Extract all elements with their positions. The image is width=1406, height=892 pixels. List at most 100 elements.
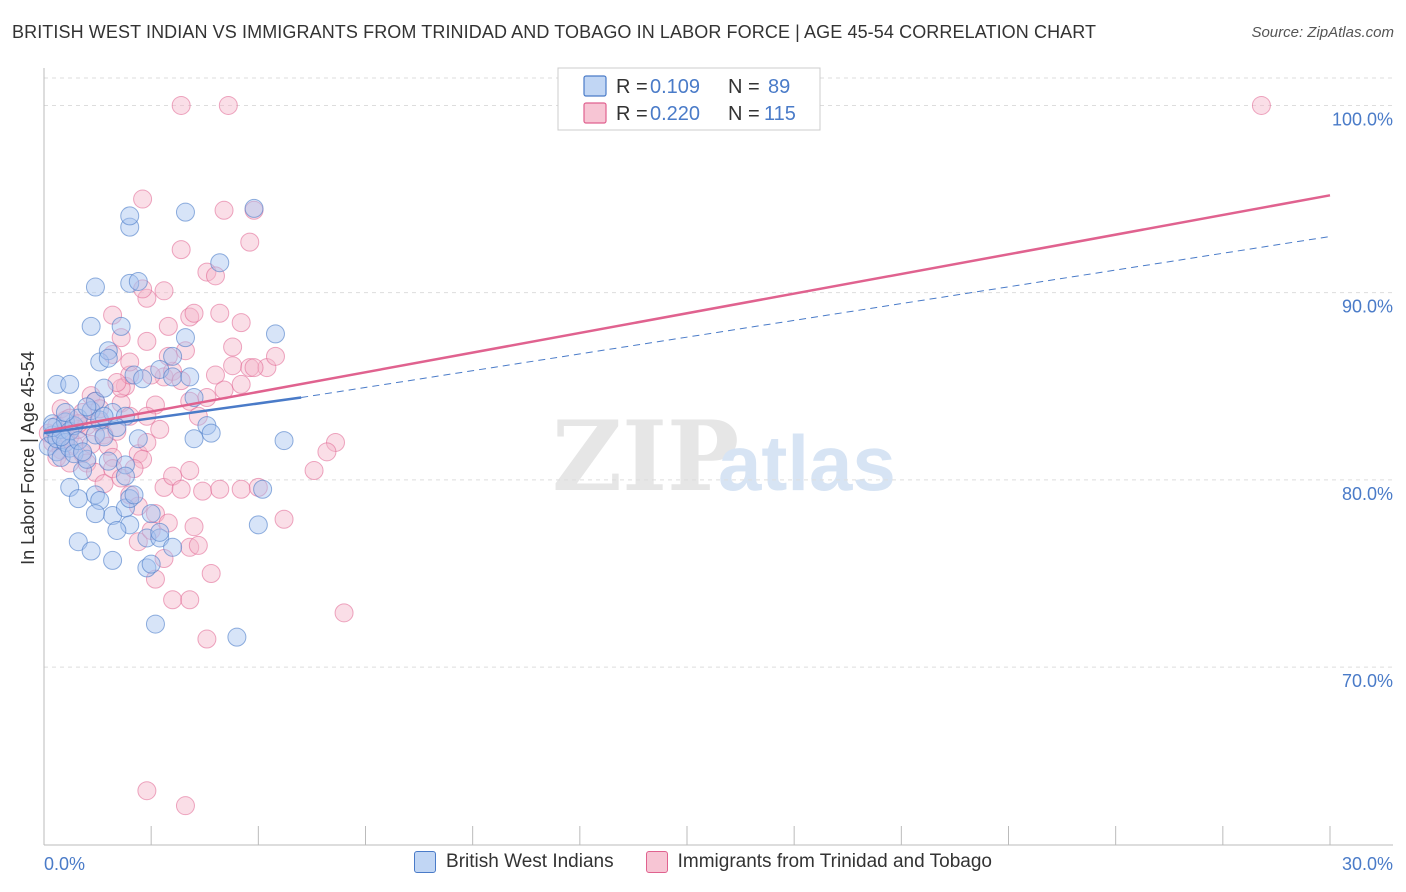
bottom-legend-swatch-pink xyxy=(645,851,668,873)
point-bwi xyxy=(81,541,101,561)
point-trinidad xyxy=(184,303,204,323)
point-trinidad xyxy=(231,313,251,333)
point-bwi xyxy=(85,277,105,297)
point-bwi xyxy=(85,504,105,524)
point-bwi xyxy=(201,423,221,443)
point-bwi xyxy=(141,504,161,524)
point-bwi xyxy=(60,374,80,394)
legend-n-value-1: 89 xyxy=(768,76,790,98)
point-bwi xyxy=(248,515,268,535)
bottom-legend-label-bwi: British West Indians xyxy=(446,851,614,872)
y-tick-label: 80.0% xyxy=(1342,484,1393,504)
point-trinidad xyxy=(240,232,260,252)
point-trinidad xyxy=(111,328,131,348)
point-trinidad xyxy=(197,629,217,649)
point-trinidad xyxy=(150,419,170,439)
point-trinidad xyxy=(133,189,153,209)
point-bwi xyxy=(265,324,285,344)
point-bwi xyxy=(150,528,170,548)
point-bwi xyxy=(73,442,93,462)
watermark: ZIP atlas xyxy=(552,400,896,513)
point-bwi xyxy=(133,369,153,389)
bottom-legend-label-trinidad: Immigrants from Trinidad and Tobago xyxy=(677,851,992,872)
trend-bwi-extension xyxy=(301,236,1331,399)
point-bwi xyxy=(274,431,294,451)
watermark-atlas: atlas xyxy=(718,419,896,507)
point-trinidad xyxy=(171,240,191,260)
point-bwi xyxy=(103,550,123,570)
point-trinidad xyxy=(107,373,127,393)
point-bwi xyxy=(141,554,161,574)
point-bwi xyxy=(98,341,118,361)
point-trinidad xyxy=(223,337,243,357)
point-trinidad xyxy=(201,564,221,584)
x-tick-label-max: 30.0% xyxy=(1342,854,1393,874)
point-bwi xyxy=(184,429,204,449)
point-trinidad xyxy=(210,303,230,323)
legend-r-value-2: 0.220 xyxy=(650,103,700,125)
point-bwi xyxy=(115,455,135,475)
point-trinidad xyxy=(265,346,285,366)
point-trinidad xyxy=(180,461,200,481)
point-bwi xyxy=(210,253,230,273)
legend-n-label-2: N = xyxy=(728,103,760,125)
axes xyxy=(43,68,1393,846)
point-bwi xyxy=(94,427,114,447)
trend-bwi xyxy=(43,396,302,435)
point-trinidad xyxy=(244,358,264,378)
trend-trinidad xyxy=(43,194,1331,433)
point-bwi xyxy=(55,403,75,423)
point-trinidad xyxy=(231,479,251,499)
point-bwi xyxy=(120,515,140,535)
bottom-legend-swatch-blue xyxy=(414,851,437,873)
point-trinidad xyxy=(163,466,183,486)
point-bwi xyxy=(120,206,140,226)
point-trinidad xyxy=(154,281,174,301)
point-trinidad xyxy=(175,796,195,816)
point-bwi xyxy=(163,346,183,366)
point-trinidad xyxy=(317,442,337,462)
point-bwi xyxy=(253,479,273,499)
legend-swatch-pink xyxy=(583,102,607,124)
point-bwi xyxy=(81,316,101,336)
point-trinidad xyxy=(175,341,195,361)
point-trinidad xyxy=(205,365,225,385)
point-trinidad xyxy=(188,535,208,555)
point-bwi xyxy=(163,537,183,557)
point-bwi xyxy=(120,217,140,237)
point-bwi xyxy=(68,489,88,509)
y-axis-tick-labels: 70.0% 80.0% 90.0% 100.0% xyxy=(1332,109,1393,691)
point-bwi xyxy=(115,466,135,486)
point-bwi xyxy=(145,614,165,634)
point-bwi xyxy=(128,271,148,291)
point-trinidad xyxy=(171,95,191,115)
point-bwi xyxy=(180,367,200,387)
point-trinidad xyxy=(304,461,324,481)
legend-n-value-2: 115 xyxy=(764,103,796,125)
y-axis-label: In Labor Force | Age 45-54 xyxy=(18,351,38,565)
point-trinidad xyxy=(334,603,354,623)
point-trinidad xyxy=(158,316,178,336)
legend-r-value-1: 0.109 xyxy=(650,76,700,98)
trend-lines xyxy=(43,194,1331,435)
point-bwi xyxy=(98,348,118,368)
point-trinidad xyxy=(163,590,183,610)
point-bwi xyxy=(73,461,93,481)
point-bwi xyxy=(128,429,148,449)
point-bwi xyxy=(163,367,183,387)
chart-source: Source: ZipAtlas.com xyxy=(1251,24,1394,41)
point-trinidad xyxy=(240,358,260,378)
chart-title: BRITISH WEST INDIAN VS IMMIGRANTS FROM T… xyxy=(12,22,1097,42)
point-bwi xyxy=(111,316,131,336)
legend-swatch-blue xyxy=(583,75,607,97)
legend-r-label-2: R = xyxy=(616,103,648,125)
legend-n-label-1: N = xyxy=(728,76,760,98)
point-bwi xyxy=(124,485,144,505)
watermark-zip: ZIP xyxy=(552,400,739,513)
point-trinidad xyxy=(223,356,243,376)
point-trinidad xyxy=(274,509,294,529)
point-bwi xyxy=(244,198,264,218)
point-trinidad xyxy=(98,436,118,456)
point-bwi xyxy=(175,202,195,222)
point-bwi xyxy=(77,397,97,417)
